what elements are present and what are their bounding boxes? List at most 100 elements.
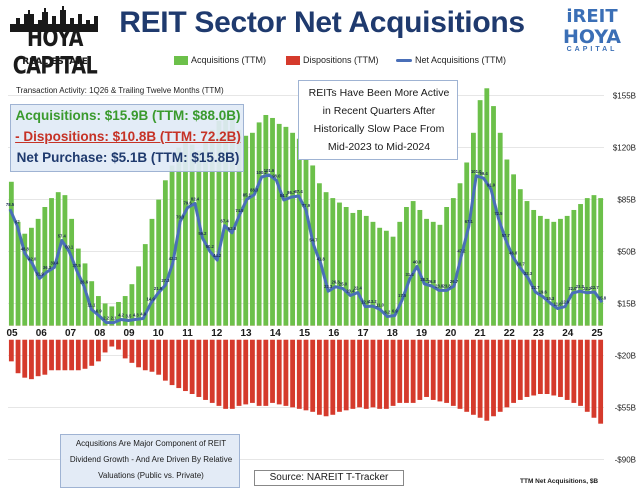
dispositions-bar [404, 325, 409, 403]
year-tick-label: 07 [65, 328, 77, 339]
acquisitions-bar [417, 209, 423, 326]
year-tick-label: 05 [6, 328, 18, 339]
net-value-label: 26.8 [428, 279, 437, 284]
net-value-label: 47.2 [457, 249, 466, 254]
dispositions-bar [303, 325, 309, 411]
acquisitions-bar [102, 303, 108, 326]
net-value-label: 19.6 [539, 290, 548, 295]
net-value-label: 82.4 [191, 196, 200, 201]
dispositions-bar [156, 325, 162, 375]
dispositions-bar [558, 325, 563, 397]
net-value-label: 12.9 [561, 300, 570, 305]
dispositions-bar [343, 325, 349, 411]
dispositions-bar [464, 325, 470, 412]
dispositions-bar [229, 325, 235, 409]
dispositions-bar [383, 325, 389, 409]
acquisitions-bar [390, 236, 396, 326]
acquisitions-bar [109, 306, 115, 326]
acquisitions-bar [223, 114, 229, 326]
dispositions-bar [504, 325, 510, 408]
dispositions-bar [517, 325, 523, 400]
y-axis-ticks: $155B $120B $85B $50B $15B -$20B -$55B -$90B [613, 92, 636, 465]
dispositions-bar [162, 325, 168, 381]
dispositions-bar [457, 325, 463, 409]
acquisitions-bar [357, 209, 362, 326]
annotation-recent-activity: REITs Have Been More Active in Recent Qu… [298, 80, 458, 160]
year-tick-label: 11 [182, 328, 193, 339]
net-value-label: 26.3 [332, 280, 341, 285]
net-value-label: 4.2 [118, 312, 124, 317]
net-value-label: 98.0 [272, 173, 281, 178]
net-value-label: 86.7 [287, 190, 296, 195]
dispositions-bar [544, 325, 550, 395]
net-value-label: 22.7 [531, 285, 540, 290]
year-band-background [4, 325, 604, 340]
year-tick-label: 13 [240, 328, 252, 339]
legend-label-acquisitions: Acquisitions (TTM) [191, 55, 267, 65]
net-value-label: 6.2 [384, 310, 390, 315]
acquisitions-bar [370, 221, 376, 326]
y-tick-label: $120B [613, 144, 636, 153]
acquisitions-bar [464, 162, 470, 326]
dispositions-bar [55, 325, 61, 371]
stat-net-purchase: Net Purchase: $5.1B (TTM: $15.8B) [16, 150, 240, 165]
year-tick-label: 15 [299, 328, 311, 339]
dispositions-bar [591, 325, 597, 418]
acquisitions-bar [263, 114, 269, 326]
acquisitions-bar [457, 183, 463, 326]
net-value-label: 36.3 [43, 265, 52, 270]
acquisitions-bar [323, 192, 329, 326]
dispositions-bar [22, 325, 28, 378]
dispositions-bar [290, 325, 296, 408]
annotation-bottom-line-1: Acqusitions Are Major Component of REIT [75, 439, 227, 448]
net-value-label: 88.3 [250, 188, 259, 193]
net-value-label: 37.5 [73, 263, 82, 268]
net-value-label: 38.7 [517, 261, 526, 266]
y-tick-label: $155B [613, 92, 636, 101]
acquisitions-bar [256, 122, 262, 326]
dispositions-bar [531, 325, 537, 396]
year-tick-label: 10 [153, 328, 165, 339]
acquisitions-bar [129, 284, 135, 326]
acquisitions-bar [22, 233, 28, 326]
dispositions-bar [35, 325, 41, 377]
acquisitions-bar [229, 117, 235, 326]
net-value-label: 21.9 [154, 286, 163, 291]
dispositions-bar [75, 325, 81, 371]
acquisitions-bar [29, 227, 34, 326]
net-value-label: 57.7 [502, 233, 511, 238]
legend-swatch-acquisitions [174, 55, 188, 65]
net-value-label: 41.8 [317, 257, 326, 262]
net-value-label: 28.2 [420, 277, 429, 282]
dispositions-bar [584, 325, 590, 412]
acquisitions-bar [578, 204, 583, 326]
ireit-hoya-logo: iREIT HOYA CAPITAL [548, 6, 636, 54]
net-value-label: 31.9 [36, 271, 45, 276]
net-value-label: 50.1 [65, 244, 74, 249]
net-value-label: 74.5 [235, 208, 244, 213]
year-tick-label: 20 [445, 328, 457, 339]
acquisitions-bar [437, 224, 443, 326]
dispositions-bar [424, 325, 429, 397]
acquisitions-bar [337, 202, 342, 326]
dispositions-bar [243, 325, 249, 405]
acquisitions-bar [511, 174, 517, 326]
net-value-label: 26.7 [450, 279, 459, 284]
acquisitions-bar [450, 198, 456, 326]
logo-main-text: HOYA CAPITAL [12, 24, 98, 80]
acquisitions-bar [216, 120, 222, 326]
net-value-label: 17.5 [398, 293, 407, 298]
net-value-label: 2.1 [111, 316, 117, 321]
acquisitions-bar [156, 199, 162, 326]
source-caption: Source: NAREIT T-Tracker [254, 470, 404, 486]
dispositions-bar [276, 325, 282, 405]
acquisitions-bar [276, 123, 282, 326]
annotation-line-4: Mid-2023 to Mid-2024 [327, 141, 431, 153]
net-value-label: 23.8 [435, 283, 444, 288]
dispositions-bar [129, 325, 135, 363]
dispositions-bar [357, 325, 362, 408]
year-tick-label: 25 [591, 328, 603, 339]
net-value-label: 84.7 [280, 193, 289, 198]
dispositions-bar [263, 325, 269, 406]
dispositions-bar [283, 325, 289, 406]
